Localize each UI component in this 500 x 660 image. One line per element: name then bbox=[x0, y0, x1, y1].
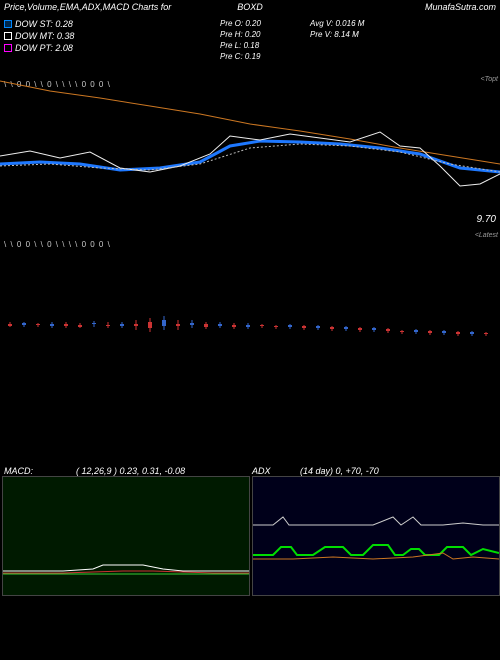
legend-marker-icon bbox=[4, 44, 12, 52]
legend-box: DOW ST: 0.28DOW MT: 0.38DOW PT: 2.08 bbox=[4, 18, 74, 54]
price-chart bbox=[0, 76, 500, 224]
info-line: Pre C: 0.19 bbox=[220, 51, 261, 62]
macd-title: MACD: bbox=[4, 466, 33, 476]
legend-marker-icon bbox=[4, 20, 12, 28]
volume-info: Avg V: 0.016 MPre V: 8.14 M bbox=[310, 18, 364, 40]
legend-marker-icon bbox=[4, 32, 12, 40]
chart-header: Price,Volume,EMA,ADX,MACD Charts for BOX… bbox=[0, 2, 500, 16]
volume-chart bbox=[0, 270, 500, 380]
header-source: MunafaSutra.com bbox=[425, 2, 496, 12]
legend-item: DOW ST: 0.28 bbox=[4, 18, 74, 30]
header-left: Price,Volume,EMA,ADX,MACD Charts for bbox=[4, 2, 171, 12]
price-label: 9.70 bbox=[477, 214, 496, 225]
sub-charts bbox=[0, 476, 500, 596]
info-line: Pre H: 0.20 bbox=[220, 29, 261, 40]
header-ticker: BOXD bbox=[237, 2, 263, 12]
adx-panel bbox=[252, 476, 500, 596]
legend-label: DOW ST: 0.28 bbox=[15, 18, 73, 30]
info-line: Pre O: 0.20 bbox=[220, 18, 261, 29]
tick-marks-volume: \ \ 0 0 \ \ 0 \ \ \ \ 0 0 0 \ bbox=[4, 240, 496, 250]
macd-panel bbox=[2, 476, 250, 596]
legend-item: DOW PT: 2.08 bbox=[4, 42, 74, 54]
info-line: Pre L: 0.18 bbox=[220, 40, 261, 51]
ohlc-info: Pre O: 0.20Pre H: 0.20Pre L: 0.18Pre C: … bbox=[220, 18, 261, 62]
info-line: Avg V: 0.016 M bbox=[310, 18, 364, 29]
legend-item: DOW MT: 0.38 bbox=[4, 30, 74, 42]
side-label-bottom: <Latest bbox=[475, 232, 498, 239]
macd-params: ( 12,26,9 ) 0.23, 0.31, -0.08 bbox=[76, 466, 185, 476]
adx-params: (14 day) 0, +70, -70 bbox=[300, 466, 379, 476]
legend-label: DOW MT: 0.38 bbox=[15, 30, 74, 42]
info-line: Pre V: 8.14 M bbox=[310, 29, 364, 40]
legend-label: DOW PT: 2.08 bbox=[15, 42, 73, 54]
adx-title: ADX bbox=[252, 466, 271, 476]
